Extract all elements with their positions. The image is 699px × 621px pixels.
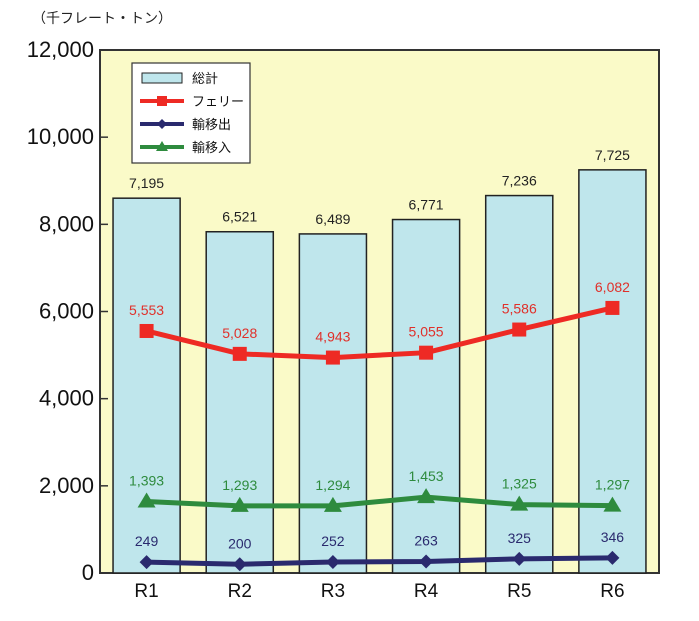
- point-value-label: 1,453: [409, 468, 444, 484]
- point-marker: [510, 495, 529, 511]
- bars-layer: [112, 169, 647, 574]
- point-value-label: 200: [228, 535, 252, 551]
- data-labels-layer: 7,195 6,521 6,489 6,771 7,236 7,725 5,553 5,028…: [129, 147, 630, 551]
- legend-label: フェリー: [192, 95, 244, 110]
- bar: [484, 194, 554, 574]
- x-tick-label: R4: [414, 581, 439, 602]
- point-marker: [323, 496, 342, 512]
- x-tick-label: R6: [600, 581, 624, 602]
- bar: [391, 218, 461, 574]
- series-line: [145, 305, 613, 361]
- bar-value-label: 6,489: [315, 211, 350, 227]
- point-value-label: 263: [414, 533, 438, 549]
- point-marker: [232, 346, 247, 361]
- point-marker: [419, 345, 434, 360]
- bar-value-label: 7,725: [595, 147, 630, 163]
- legend-label: 輸移出: [192, 118, 231, 133]
- point-marker: [230, 496, 249, 512]
- x-tick-label: R2: [228, 581, 252, 602]
- series-line: [146, 555, 613, 567]
- point-value-label: 325: [508, 530, 532, 546]
- y-tick-label: 10,000: [27, 124, 94, 149]
- point-marker: [232, 557, 247, 572]
- point-value-label: 1,393: [129, 473, 164, 489]
- legend-marker: [156, 141, 168, 151]
- legend-marker: [157, 96, 167, 106]
- bar-value-label: 6,521: [222, 209, 257, 225]
- point-marker: [512, 551, 527, 566]
- point-marker: [325, 555, 340, 570]
- point-marker: [137, 492, 156, 508]
- point-marker: [605, 550, 620, 565]
- bar: [578, 169, 647, 574]
- point-value-label: 6,082: [595, 279, 630, 295]
- y-tick-label: 0: [82, 560, 94, 585]
- y-tick-label: 12,000: [27, 37, 94, 62]
- x-tick-label: R1: [134, 581, 158, 602]
- point-value-label: 4,943: [315, 329, 350, 345]
- point-value-label: 1,294: [315, 477, 350, 493]
- legend-label: 輸移入: [192, 141, 231, 156]
- bar: [112, 197, 181, 574]
- point-marker: [512, 322, 527, 337]
- point-value-label: 5,586: [502, 301, 537, 317]
- point-marker: [139, 323, 154, 338]
- point-value-label: 5,028: [222, 325, 257, 341]
- point-marker: [325, 350, 340, 365]
- legend-marker: [157, 119, 167, 129]
- point-value-label: 249: [135, 533, 159, 549]
- lines-layer: [137, 300, 622, 572]
- y-tick-label: 2,000: [39, 473, 94, 498]
- point-marker: [417, 488, 436, 504]
- point-value-label: 1,297: [595, 477, 630, 493]
- bar-value-label: 7,236: [502, 173, 537, 189]
- legend-label: 総計: [192, 71, 218, 87]
- point-value-label: 5,055: [409, 324, 444, 340]
- point-value-label: 346: [601, 529, 625, 545]
- bar: [205, 230, 275, 574]
- unit-label: （千フレート・トン）: [32, 11, 172, 27]
- x-tick-label: R5: [507, 581, 531, 602]
- point-marker: [605, 300, 620, 315]
- x-axis: R1 R2 R3 R4 R5 R6: [134, 581, 624, 602]
- bar-value-label: 7,195: [129, 175, 164, 191]
- series-line: [146, 494, 613, 509]
- y-tick-label: 4,000: [39, 386, 94, 411]
- bar: [298, 233, 368, 574]
- point-value-label: 1,325: [502, 476, 537, 492]
- point-marker: [139, 555, 154, 570]
- y-tick-label: 6,000: [39, 299, 94, 324]
- x-tick-label: R3: [321, 581, 345, 602]
- point-marker: [603, 496, 622, 512]
- y-axis: 0 2,000 4,000 6,000 8,000 10,000 12,000: [27, 37, 108, 585]
- point-value-label: 1,293: [222, 477, 257, 493]
- legend-swatch: [141, 72, 183, 84]
- point-value-label: 252: [321, 533, 345, 549]
- point-value-label: 5,553: [129, 302, 164, 318]
- point-marker: [419, 554, 434, 569]
- bar-value-label: 6,771: [409, 197, 444, 213]
- y-tick-label: 8,000: [39, 211, 94, 236]
